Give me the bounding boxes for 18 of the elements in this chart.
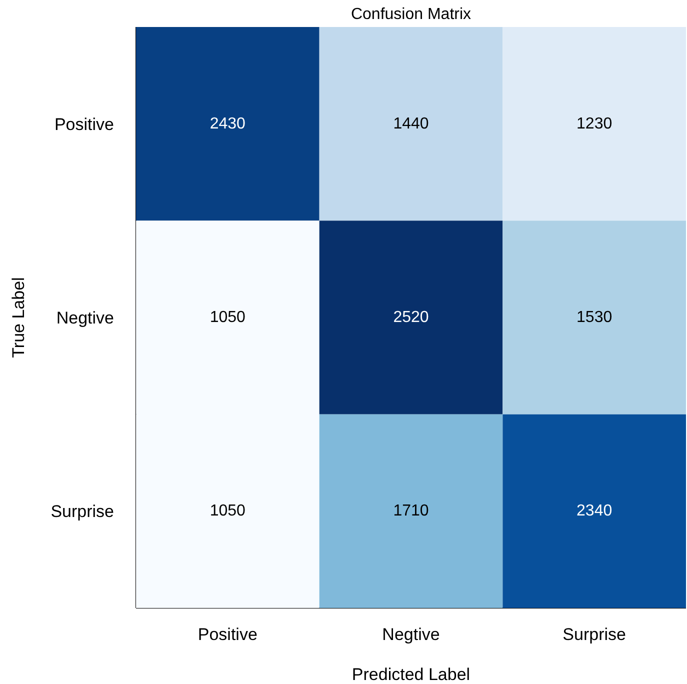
data-label: 1710 <box>393 502 429 520</box>
y-tick-label: Surprise <box>50 502 114 522</box>
data-label: 1050 <box>210 502 246 520</box>
data-label: 1440 <box>393 115 429 132</box>
x-tick-label: Positive <box>198 625 258 644</box>
x-tick-label: Surprise <box>562 625 626 644</box>
data-label: 1050 <box>210 309 246 326</box>
y-axis-title: True Label <box>9 277 28 358</box>
data-label: 1230 <box>576 115 612 132</box>
chart-title: Confusion Matrix <box>350 6 472 24</box>
x-tick-label: Negtive <box>382 625 440 644</box>
data-label: 1530 <box>576 309 612 326</box>
data-label: 2520 <box>393 309 429 326</box>
data-label: 2340 <box>576 502 612 520</box>
y-tick-label: Positive <box>54 114 114 134</box>
y-tick-label: Negtive <box>56 308 114 328</box>
data-label: 2430 <box>210 115 246 132</box>
x-axis-title: Predicted Label <box>352 665 470 684</box>
